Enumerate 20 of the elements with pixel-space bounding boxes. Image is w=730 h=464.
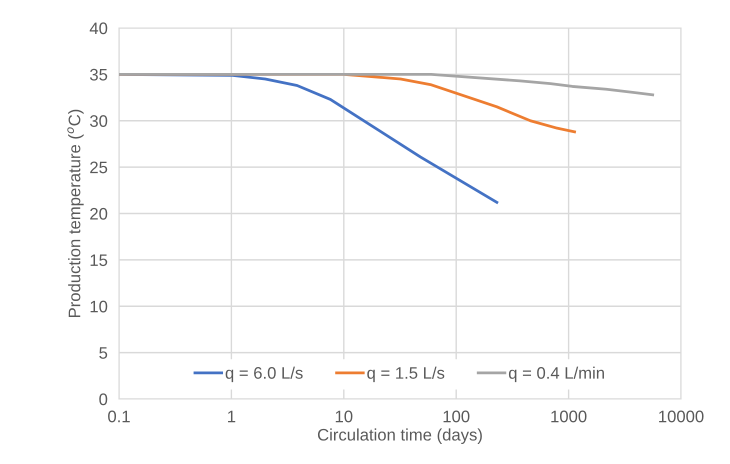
y-tick-label: 30 — [90, 115, 108, 127]
x-tick-label: 1 — [228, 410, 236, 422]
y-tick-label: 5 — [99, 347, 108, 359]
y-axis-title: Production temperature ($^{o}$C) — [67, 110, 84, 318]
x-tick-label: 100 — [444, 410, 470, 422]
y-tick-label: 25 — [90, 162, 108, 174]
y-tick-label: 10 — [90, 300, 108, 312]
y-tick-label: 40 — [90, 22, 108, 34]
legend-label: q = 0.4 L/min — [508, 366, 604, 382]
legend-label: q = 6.0 L/s — [226, 366, 303, 382]
legend-label: q = 1.5 L/s — [367, 366, 444, 382]
y-tick-label: 15 — [90, 254, 108, 266]
x-tick-label: 0.1 — [108, 410, 130, 422]
y-tick-label: 0 — [99, 393, 108, 406]
x-tick-label: 10 — [336, 410, 352, 422]
y-tick-label: 20 — [90, 208, 108, 220]
x-tick-label: 1000 — [551, 410, 586, 422]
x-axis-title: Circulation time (days) — [318, 428, 482, 444]
y-tick-label: 35 — [90, 68, 108, 81]
x-tick-label: 10000 — [659, 410, 704, 422]
